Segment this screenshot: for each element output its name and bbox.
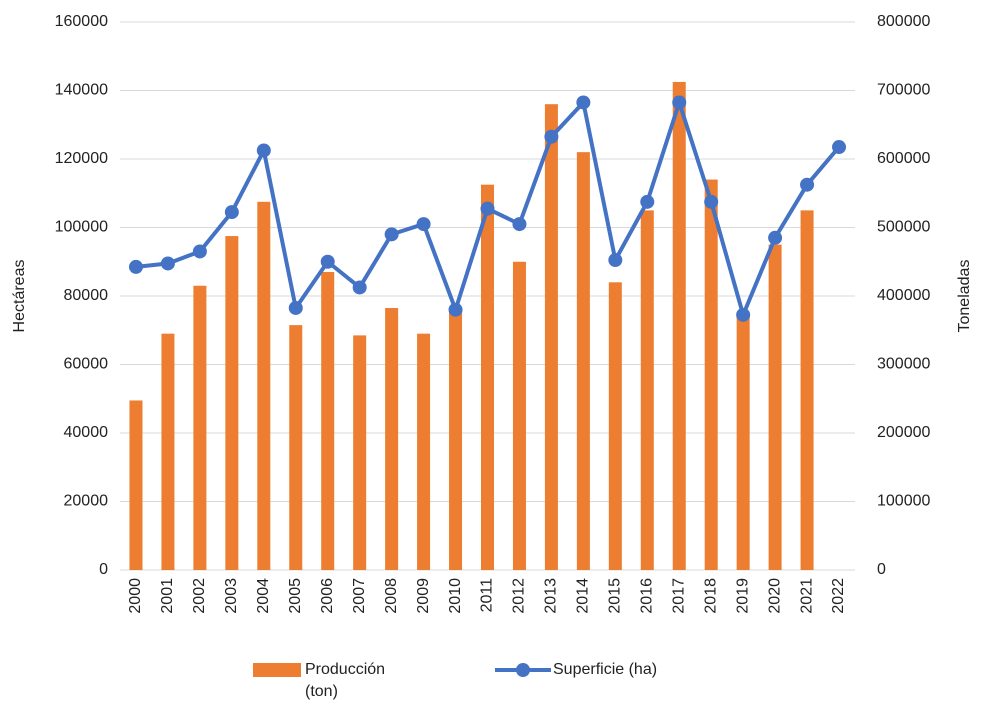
x-tick-label: 2002 [191,578,208,614]
line-marker [160,256,175,271]
y2-tick-label: 100000 [877,493,930,510]
y2-tick-label: 500000 [877,219,930,236]
legend-label: Producción (ton) [305,661,386,700]
line-marker [512,217,527,232]
x-tick-label: 2006 [319,578,336,614]
line-marker [832,140,847,155]
y-tick-label: 0 [99,561,108,578]
y2-tick-label: 800000 [877,13,930,30]
line-marker [320,254,335,269]
y-axis-title: Hectáreas [11,260,28,333]
x-tick-label: 2008 [383,578,400,614]
x-tick-label: 2017 [670,578,687,614]
y-tick-label: 40000 [64,424,109,441]
line-marker [608,253,623,268]
line-marker [768,230,783,245]
bar [449,309,463,570]
x-tick-label: 2019 [734,578,751,614]
y-tick-label: 100000 [55,219,108,236]
x-tick-label: 2022 [830,578,847,614]
y2-tick-label: 700000 [877,82,930,99]
line-marker [544,129,559,144]
bar [321,272,335,570]
line-marker [480,201,495,216]
x-tick-label: 2004 [255,578,272,614]
bar [544,104,558,570]
x-tick-label: 2009 [415,578,432,614]
line-marker [352,280,367,295]
bar [193,285,207,570]
bar [672,81,686,570]
bar [417,333,431,570]
bar [704,179,718,571]
line-marker [288,300,303,315]
x-tick-label: 2020 [766,578,783,614]
y2-tick-label: 600000 [877,150,930,167]
line-marker [448,302,463,317]
x-tick-label: 2016 [639,578,656,614]
line-marker [384,227,399,242]
line-marker [128,259,143,274]
y2-tick-label: 200000 [877,424,930,441]
y-tick-label: 60000 [64,356,109,373]
y-tick-label: 120000 [55,150,108,167]
x-tick-label: 2021 [798,578,815,614]
x-tick-label: 2015 [607,578,624,614]
bar [161,333,175,570]
legend-swatch [516,663,530,677]
line-marker [192,244,207,259]
y-tick-label: 80000 [64,287,109,304]
bar [481,184,494,570]
y2-tick-label: 300000 [877,356,930,373]
bar [129,400,143,570]
x-tick-label: 2005 [287,578,304,614]
bar [257,201,271,570]
bar [768,244,782,570]
x-tick-label: 2007 [351,578,368,614]
legend-label: Superficie (ha) [553,661,658,678]
y-tick-label: 140000 [55,82,108,99]
bar [640,210,654,570]
x-tick-label: 2011 [479,578,496,613]
y2-tick-label: 400000 [877,287,930,304]
line-marker [640,194,655,209]
bar [512,261,526,570]
bar [385,307,399,570]
bar [608,282,622,570]
x-tick-label: 2018 [702,578,719,614]
bar [289,325,303,570]
line-marker [672,95,687,110]
legend-swatch [253,663,301,677]
y2-tick-label: 0 [877,561,886,578]
bar [576,152,590,570]
y2-axis-title: Toneladas [956,260,973,333]
line-marker [800,177,815,192]
x-tick-label: 2014 [575,578,592,614]
x-tick-label: 2001 [159,578,176,614]
line-marker [416,217,431,232]
bar [800,210,814,570]
x-tick-label: 2013 [543,578,560,614]
x-tick-label: 2003 [223,578,240,614]
line-marker [704,194,719,209]
x-tick-label: 2010 [447,578,464,614]
bar [353,335,367,570]
line-marker [576,95,591,110]
line-marker [736,307,751,322]
x-tick-label: 2000 [127,578,144,614]
line-marker [256,143,271,158]
bar [736,316,750,570]
bar [225,236,239,570]
y-tick-label: 160000 [55,13,108,30]
x-tick-label: 2012 [511,578,528,614]
line-marker [224,205,239,220]
y-tick-label: 20000 [64,493,109,510]
